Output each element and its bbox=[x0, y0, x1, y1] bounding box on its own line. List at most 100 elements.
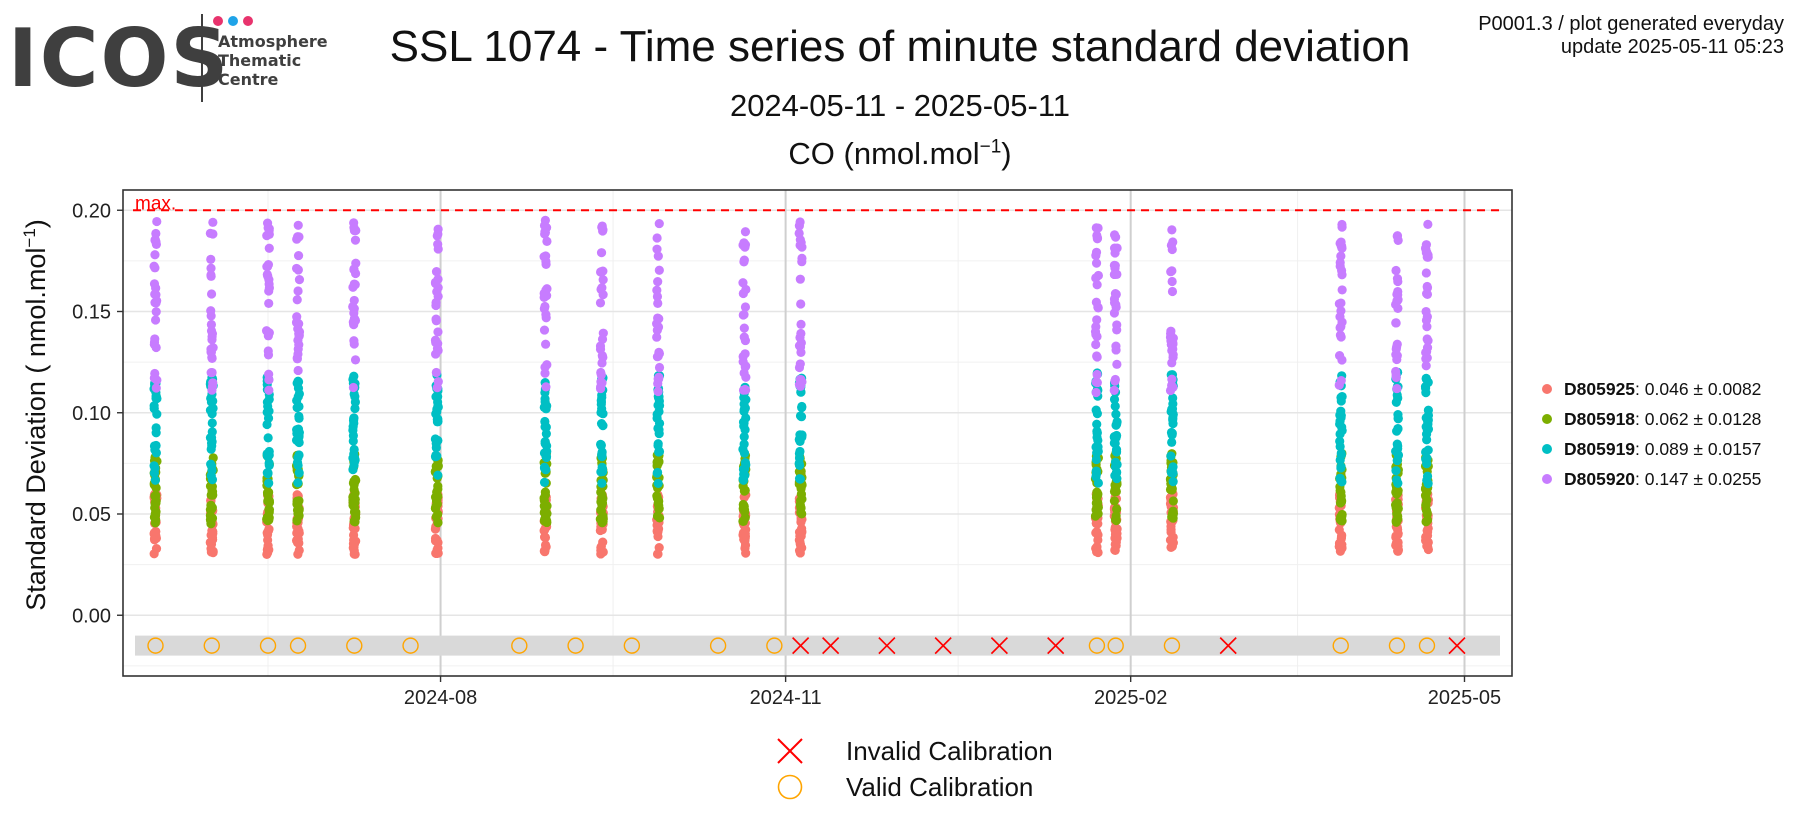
y-tick-label: 0.10 bbox=[72, 403, 111, 425]
data-point bbox=[294, 340, 304, 350]
data-point bbox=[652, 409, 662, 419]
data-point bbox=[432, 436, 442, 446]
data-point bbox=[294, 401, 304, 412]
data-point bbox=[1337, 355, 1347, 365]
data-point bbox=[1336, 487, 1346, 497]
data-point bbox=[1093, 498, 1103, 508]
data-point bbox=[294, 275, 305, 285]
data-point bbox=[1093, 270, 1103, 281]
data-point bbox=[796, 319, 806, 329]
data-point bbox=[740, 302, 751, 312]
data-point bbox=[1422, 289, 1433, 300]
icos-logo: ICOS Atmosphere Thematic Centre bbox=[8, 12, 338, 105]
data-point bbox=[652, 233, 662, 243]
data-point bbox=[293, 250, 304, 261]
data-point bbox=[292, 499, 302, 509]
data-point bbox=[1092, 369, 1102, 380]
data-point bbox=[208, 534, 218, 545]
data-point bbox=[1391, 342, 1402, 352]
data-point bbox=[431, 548, 441, 558]
legend-item-2: D805918: 0.062 ± 0.0128 bbox=[1542, 404, 1761, 434]
data-point bbox=[740, 384, 750, 395]
data-point bbox=[1110, 401, 1120, 411]
data-point bbox=[1167, 225, 1177, 235]
data-point bbox=[1423, 219, 1433, 230]
valid-calibration-marker bbox=[1332, 637, 1349, 654]
data-point bbox=[262, 512, 273, 522]
data-point bbox=[1109, 385, 1119, 395]
data-point bbox=[738, 351, 748, 362]
data-point bbox=[1421, 306, 1431, 317]
data-point bbox=[796, 496, 806, 506]
data-point bbox=[264, 504, 274, 514]
data-point bbox=[795, 411, 806, 421]
data-point bbox=[151, 428, 161, 438]
data-point bbox=[1422, 281, 1432, 292]
data-point bbox=[349, 218, 359, 228]
logo-subtitle: Atmosphere Thematic Centre bbox=[218, 32, 328, 89]
data-point bbox=[539, 496, 549, 506]
invalid-calibration-marker bbox=[934, 637, 952, 655]
calibration-band bbox=[135, 635, 1500, 656]
data-point bbox=[795, 532, 805, 542]
data-point bbox=[654, 428, 664, 439]
gas-label: CO (nmol.mol−1) bbox=[300, 136, 1500, 172]
data-point bbox=[1112, 359, 1122, 369]
data-point bbox=[596, 545, 606, 555]
data-point bbox=[1421, 517, 1431, 527]
data-point bbox=[432, 417, 443, 427]
data-point bbox=[542, 236, 552, 247]
data-point bbox=[207, 487, 218, 497]
data-point bbox=[653, 386, 663, 397]
legend-name-1: D805925 bbox=[1564, 378, 1636, 399]
logo-text: ICOS bbox=[8, 12, 231, 105]
data-point bbox=[1422, 508, 1432, 518]
data-point bbox=[654, 265, 664, 275]
data-point bbox=[1392, 383, 1402, 394]
data-point bbox=[1335, 257, 1345, 268]
data-point bbox=[540, 422, 550, 432]
data-point bbox=[149, 279, 160, 289]
data-point bbox=[540, 532, 550, 542]
data-point bbox=[293, 383, 304, 393]
data-point bbox=[1335, 436, 1345, 446]
data-point bbox=[1393, 546, 1403, 556]
data-point bbox=[1167, 437, 1177, 447]
valid-calibration-marker bbox=[289, 637, 307, 654]
cal-legend-valid: Valid Calibration bbox=[770, 769, 1053, 805]
data-point bbox=[264, 375, 274, 385]
data-point bbox=[349, 444, 359, 455]
data-point bbox=[151, 483, 161, 493]
cal-legend-invalid: Invalid Calibration bbox=[770, 733, 1053, 769]
data-point bbox=[433, 291, 443, 302]
data-point bbox=[349, 484, 359, 495]
data-point bbox=[1111, 447, 1122, 457]
data-point bbox=[596, 497, 606, 507]
x-tick-label: 2025-02 bbox=[1094, 687, 1167, 709]
data-point bbox=[1167, 345, 1177, 356]
data-point bbox=[1392, 274, 1403, 284]
chart-title: SSL 1074 - Time series of minute standar… bbox=[389, 22, 1411, 71]
data-point bbox=[207, 385, 217, 395]
data-point bbox=[263, 413, 274, 423]
data-point bbox=[739, 238, 749, 248]
legend-item-1: D805925: 0.046 ± 0.0082 bbox=[1542, 374, 1761, 404]
data-point bbox=[1091, 258, 1102, 268]
data-point bbox=[597, 404, 607, 414]
data-point bbox=[150, 315, 161, 325]
data-point bbox=[264, 243, 274, 253]
data-point bbox=[541, 339, 551, 349]
data-point bbox=[1392, 231, 1402, 241]
data-point bbox=[1111, 537, 1121, 547]
data-point bbox=[1391, 397, 1401, 407]
data-point bbox=[350, 495, 360, 505]
data-point bbox=[1167, 358, 1177, 368]
data-point bbox=[1166, 267, 1176, 277]
data-point bbox=[433, 470, 443, 480]
invalid-calibration-cross-icon bbox=[777, 738, 803, 764]
gas-label-exp: −1 bbox=[979, 136, 1002, 158]
data-point bbox=[1421, 532, 1431, 542]
valid-calibration-marker bbox=[346, 637, 363, 654]
data-point bbox=[653, 298, 663, 309]
data-point bbox=[151, 307, 161, 317]
